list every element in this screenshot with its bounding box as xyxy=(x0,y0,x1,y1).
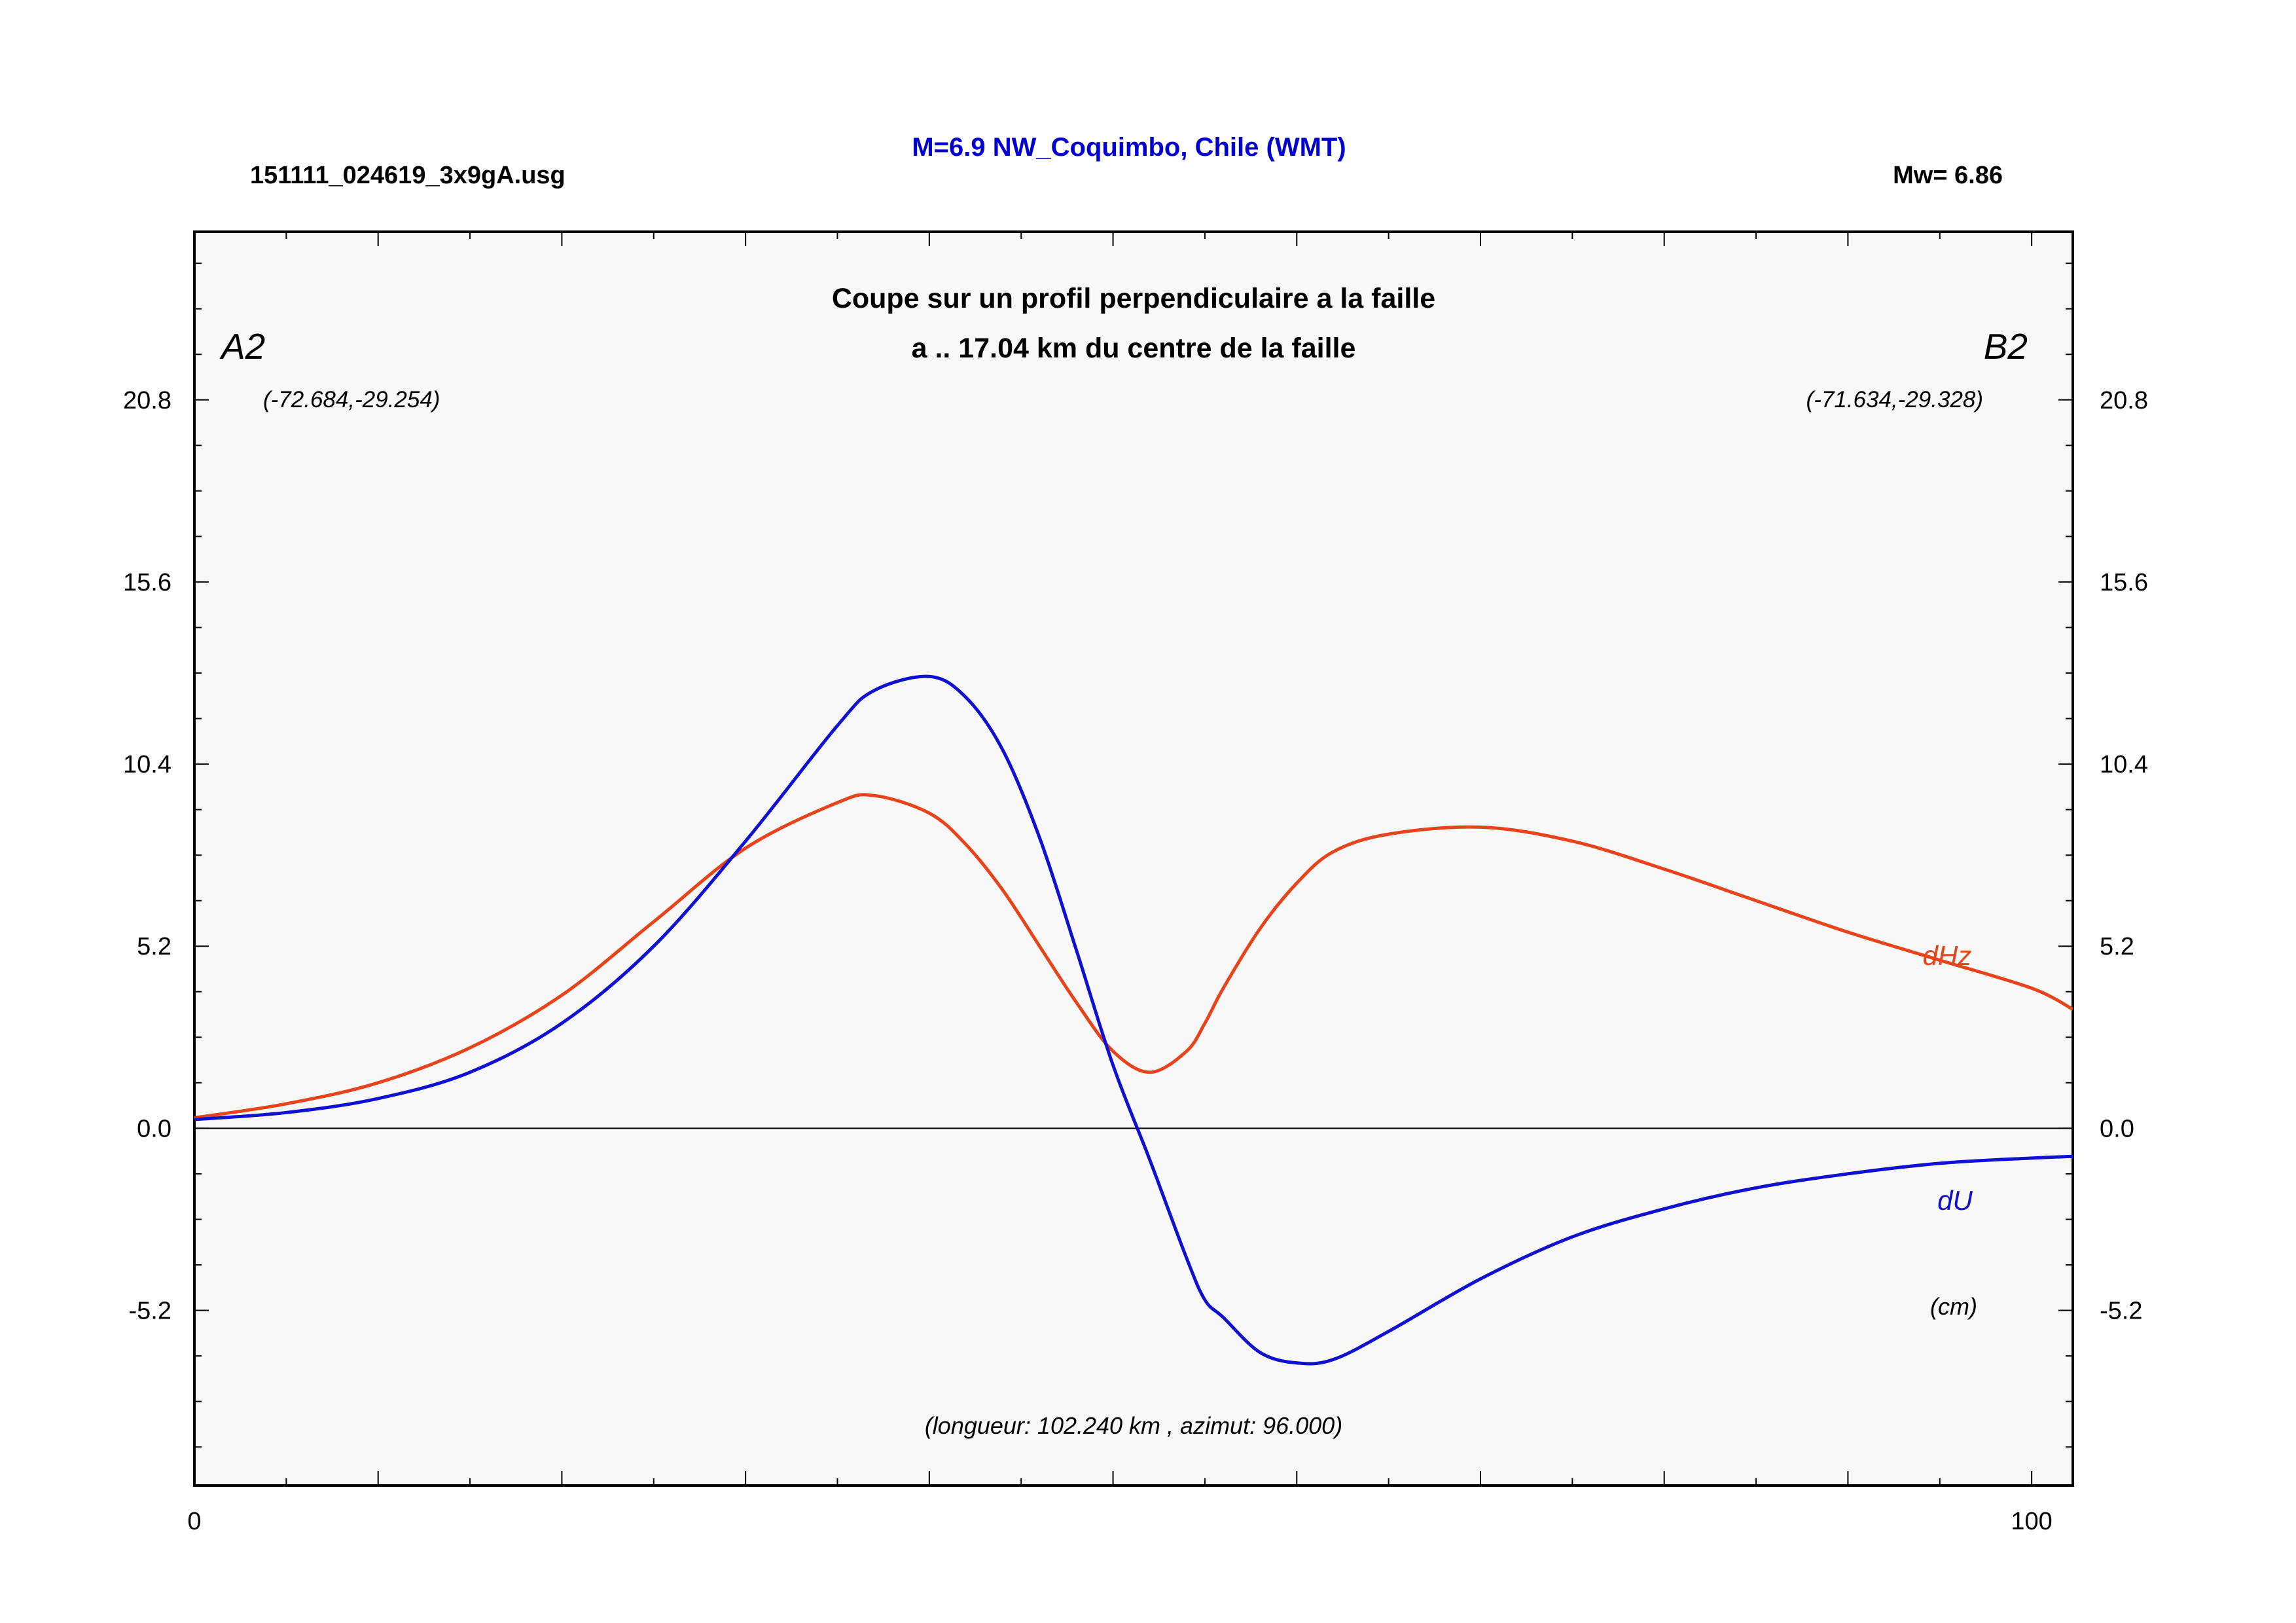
x-axis-labels: 0 100 xyxy=(187,1508,2052,1535)
series-dU-label: dU xyxy=(1937,1185,1973,1216)
series-dHz-line xyxy=(194,793,2074,1120)
series-dHz-label: dHz xyxy=(1923,940,1972,971)
y-tick-label-left: 5.2 xyxy=(137,933,171,960)
plot-area xyxy=(193,230,2074,1487)
y-axis-right-labels: -5.2 0.0 5.2 10.4 15.6 20.8 xyxy=(2100,387,2148,1325)
y-tick-label-left: 15.6 xyxy=(123,569,171,596)
start-point-label: A2 xyxy=(219,326,265,367)
footnote: (longueur: 102.240 km , azimut: 96.000) xyxy=(925,1412,1342,1439)
y-tick-label-right: 20.8 xyxy=(2100,387,2148,414)
tick-marks xyxy=(194,232,2073,1486)
start-point-coord: (-72.684,-29.254) xyxy=(263,387,440,412)
y-tick-label-right: 15.6 xyxy=(2100,569,2148,596)
end-point-coord: (-71.634,-29.328) xyxy=(1806,387,1983,412)
y-tick-label-right: 0.0 xyxy=(2100,1115,2134,1142)
x-tick-label: 0 xyxy=(187,1508,201,1535)
chart-subtitle: a .. 17.04 km du centre de la faille xyxy=(912,333,1356,364)
chart-title: Coupe sur un profil perpendiculaire a la… xyxy=(832,283,1435,314)
file-name: 151111_024619_3x9gA.usg xyxy=(250,162,565,189)
event-title: M=6.9 NW_Coquimbo, Chile (WMT) xyxy=(912,133,1346,162)
y-tick-label-right: -5.2 xyxy=(2100,1298,2142,1325)
y-tick-label-right: 5.2 xyxy=(2100,933,2134,960)
unit-label: (cm) xyxy=(1930,1293,1977,1320)
end-point-label: B2 xyxy=(1984,326,2028,367)
y-tick-label-left: 20.8 xyxy=(123,387,171,414)
y-tick-label-left: -5.2 xyxy=(129,1298,171,1325)
y-tick-label-right: 10.4 xyxy=(2100,751,2148,778)
y-tick-label-left: 0.0 xyxy=(137,1115,171,1142)
series-dU-line xyxy=(194,674,2073,1366)
y-tick-label-left: 10.4 xyxy=(123,751,171,778)
y-axis-left-labels: -5.2 0.0 5.2 10.4 15.6 20.8 xyxy=(123,387,171,1325)
magnitude-label: Mw= 6.86 xyxy=(1893,162,2003,189)
x-tick-label: 100 xyxy=(2011,1508,2052,1535)
